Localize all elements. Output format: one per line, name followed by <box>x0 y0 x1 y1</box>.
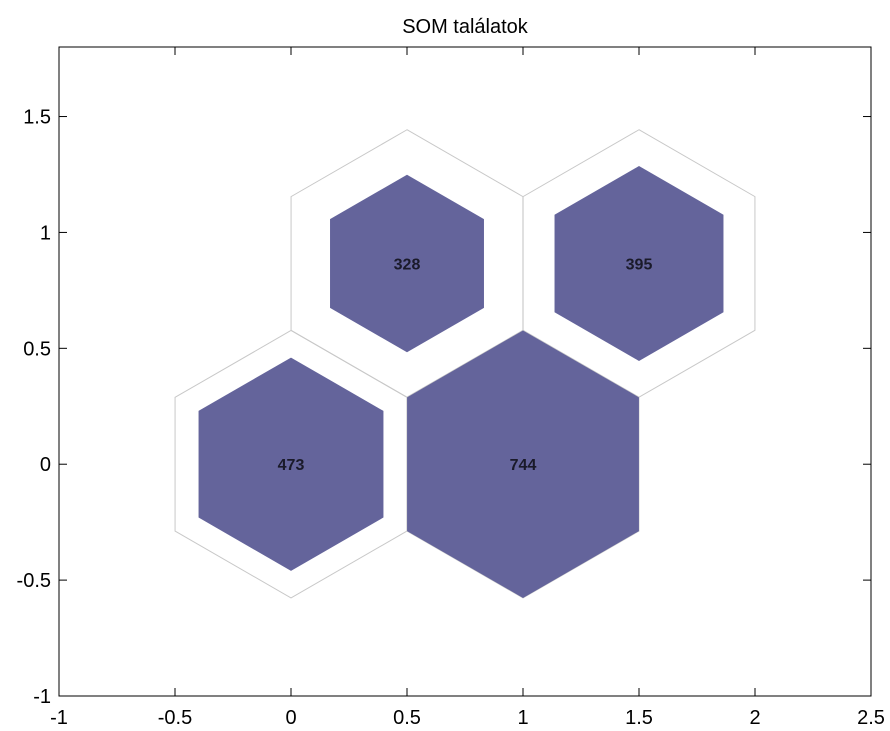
y-tick-label: -1 <box>33 686 51 708</box>
x-tick-label: 2 <box>749 707 760 729</box>
chart-title: SOM találatok <box>402 16 529 38</box>
y-axis: -1 -0.5 0 0.5 1 1.5 <box>17 107 871 708</box>
x-tick-label: -0.5 <box>158 707 192 729</box>
hit-count-label: 473 <box>278 457 305 474</box>
hit-count-label: 744 <box>510 457 537 474</box>
y-tick-label: 1 <box>40 222 51 244</box>
x-tick-label: 0 <box>285 707 296 729</box>
hit-labels: 473 744 328 395 <box>278 256 653 474</box>
x-axis: -1 -0.5 0 0.5 1 1.5 2 2.5 <box>50 47 885 729</box>
y-tick-label: 0.5 <box>23 338 51 360</box>
y-tick-label: -0.5 <box>17 570 51 592</box>
y-tick-label: 0 <box>40 454 51 476</box>
hit-count-label: 395 <box>626 256 653 273</box>
x-tick-label: 1.5 <box>625 707 653 729</box>
hit-hexagon <box>330 174 484 353</box>
hit-hexagon <box>407 330 639 598</box>
hit-hexagons <box>198 166 724 598</box>
x-tick-label: 0.5 <box>393 707 421 729</box>
x-tick-label: -1 <box>50 707 68 729</box>
x-tick-label: 2.5 <box>857 707 885 729</box>
hit-hexagon <box>554 166 724 361</box>
axes-box <box>58 46 872 697</box>
hit-count-label: 328 <box>394 256 421 273</box>
y-tick-label: 1.5 <box>23 107 51 129</box>
x-tick-label: 1 <box>517 707 528 729</box>
hex-outline <box>522 129 756 398</box>
hit-hexagon <box>198 357 384 571</box>
